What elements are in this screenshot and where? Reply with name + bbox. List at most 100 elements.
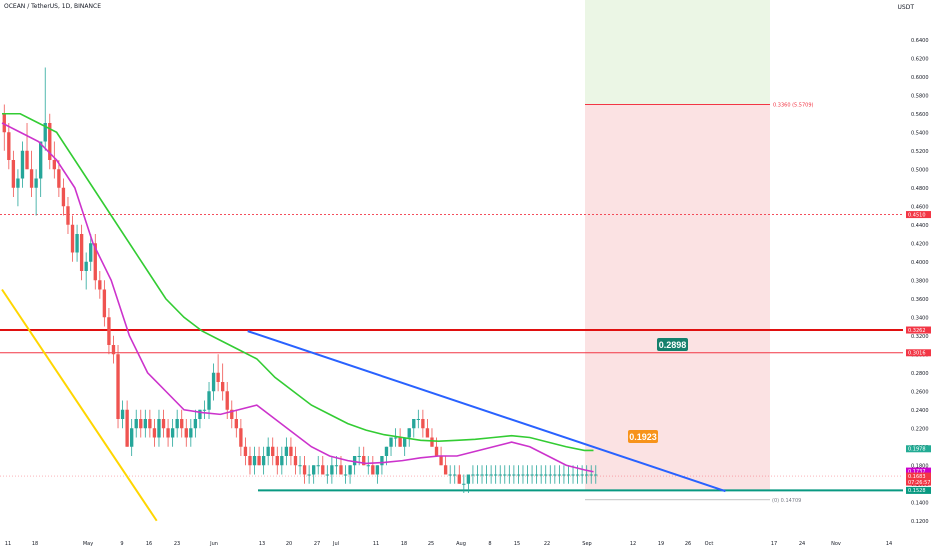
candle-body	[534, 474, 539, 476]
candle-body	[494, 474, 498, 476]
candle-body	[357, 456, 361, 457]
candle-body	[34, 178, 38, 188]
candle-body	[443, 465, 448, 475]
candle-body	[439, 456, 443, 466]
candle-body	[298, 465, 302, 467]
candle-body	[321, 465, 325, 475]
candle-body	[425, 428, 430, 438]
price-label-box	[906, 478, 931, 486]
x-tick-label: 22	[544, 541, 550, 547]
x-tick-label: 9	[120, 541, 123, 547]
candle-body	[403, 437, 407, 447]
x-tick-label: 19	[658, 541, 664, 547]
callout-low: 0.1923	[628, 430, 658, 443]
x-tick-label: 18	[401, 541, 407, 547]
y-tick-label: 0.4600	[911, 204, 929, 210]
candle-body	[252, 456, 257, 466]
price-label-box	[906, 472, 931, 480]
candle-body	[266, 446, 270, 456]
candle-body	[257, 456, 261, 466]
candle-body	[11, 160, 16, 188]
y-tick-label: 0.3400	[911, 315, 929, 321]
candle-body	[489, 474, 493, 476]
candle-body	[180, 419, 184, 429]
x-tick-label: 15	[514, 541, 520, 547]
x-tick-label: 25	[428, 541, 434, 547]
candle-body	[89, 243, 93, 262]
price-label-box	[906, 445, 931, 453]
candle-body	[548, 474, 552, 476]
candle-body	[557, 474, 562, 476]
candle-body	[207, 391, 211, 410]
candle-body	[2, 113, 6, 133]
currency-label: USDT	[897, 4, 915, 11]
y-tick-label: 0.2800	[911, 371, 929, 377]
x-tick-label: 27	[314, 541, 320, 547]
candle-body	[116, 354, 120, 419]
target-label: 0.3360 (5.5709)	[773, 103, 814, 109]
candle-body	[284, 446, 289, 456]
x-tick-label: Jun	[209, 541, 218, 547]
y-tick-label: 0.4800	[911, 186, 929, 192]
candle-body	[70, 224, 75, 253]
candle-body	[594, 474, 598, 476]
x-tick-label: 26	[685, 541, 691, 547]
candle-body	[343, 474, 348, 476]
y-tick-label: 0.4200	[911, 241, 929, 247]
y-tick-label: 0.1800	[911, 463, 929, 469]
candle-body	[539, 474, 543, 476]
candle-body	[348, 465, 352, 475]
candle-body	[161, 419, 166, 429]
candle-body	[362, 456, 366, 466]
x-tick-label: 16	[146, 541, 152, 547]
candle-body	[475, 474, 480, 476]
candle-body	[484, 474, 489, 476]
reward-zone	[585, 0, 770, 105]
candle-body	[120, 409, 125, 419]
price-label: 0.3262	[908, 328, 926, 334]
candle-body	[553, 474, 557, 476]
candle-body	[521, 474, 525, 476]
y-tick-label: 0.5600	[911, 112, 929, 118]
candle-body	[480, 474, 484, 476]
candle-body	[221, 382, 225, 392]
candle-body	[230, 409, 234, 419]
candle-body	[79, 234, 84, 271]
candle-body	[39, 141, 43, 179]
price-label: 0.1978	[908, 447, 926, 453]
candle-body	[211, 372, 216, 392]
ema_fast-line	[1, 122, 594, 473]
x-tick-label: 24	[799, 541, 805, 547]
candle-body	[380, 456, 384, 466]
candle-body	[566, 474, 571, 476]
symbol-title: OCEAN / TetherUS, 1D, BINANCE	[4, 3, 101, 10]
candle-body	[61, 187, 66, 207]
x-tick-label: Sep	[582, 541, 591, 547]
candle-body	[575, 474, 580, 476]
candle-body	[170, 428, 175, 438]
candle-body	[389, 437, 393, 447]
candle-body	[398, 437, 402, 447]
candle-body	[216, 372, 220, 382]
y-tick-label: 0.2200	[911, 426, 929, 432]
callout-high-text: 0.2898	[659, 340, 687, 350]
price-label: 07:26:57	[908, 480, 930, 486]
y-tick-label: 0.1200	[911, 519, 929, 525]
candle-body	[589, 474, 593, 476]
candle-body	[585, 474, 589, 476]
candle-body	[562, 474, 566, 476]
candle-body	[29, 169, 34, 188]
x-tick-label: 23	[174, 541, 180, 547]
candle-body	[275, 456, 279, 466]
candle-body	[43, 123, 47, 142]
y-tick-label: 0.4000	[911, 260, 929, 266]
candle-body	[48, 123, 52, 160]
candle-body	[57, 169, 61, 188]
callout-high: 0.2898	[657, 338, 688, 351]
candle-body	[384, 446, 389, 456]
x-tick-label: 13	[259, 541, 265, 547]
candle-body	[416, 419, 420, 420]
candle-body	[339, 465, 343, 475]
candle-body	[280, 456, 284, 466]
